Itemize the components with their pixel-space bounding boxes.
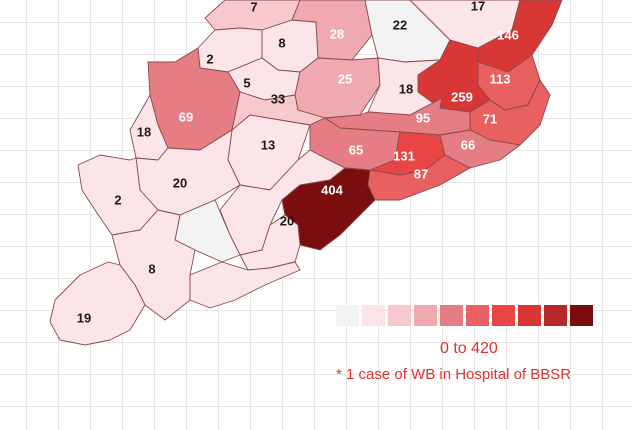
- district-label-khurda: 131: [393, 148, 415, 163]
- district-label-ganjam: 404: [321, 182, 343, 197]
- district-label-puri: 87: [414, 166, 428, 181]
- district-label-keonjhar-s: 18: [399, 81, 413, 96]
- district-label-deogarh: 25: [338, 71, 352, 86]
- district-label-jharsuguda: 2: [206, 51, 213, 66]
- district-deogarh[interactable]: [294, 57, 381, 119]
- legend-swatch-0: [336, 305, 359, 326]
- legend-range-label: 0 to 420: [440, 340, 498, 357]
- district-label-kendrapara: 71: [483, 111, 497, 126]
- district-label-rayagada: 8: [148, 261, 155, 276]
- district-label-dhenkanal: 95: [416, 110, 430, 125]
- legend-swatch-9: [570, 305, 593, 326]
- district-label-kandhamal: 20: [280, 213, 294, 228]
- color-legend: [336, 305, 593, 326]
- district-koraput[interactable]: [49, 261, 146, 346]
- district-label-mayurbhanj: 22: [393, 17, 407, 32]
- legend-swatch-1: [362, 305, 385, 326]
- legend-swatch-4: [440, 305, 463, 326]
- legend-swatch-6: [492, 305, 515, 326]
- district-label-subarnapur: 18: [137, 124, 151, 139]
- district-label-bargarh: 69: [179, 109, 193, 124]
- district-malkangiri[interactable]: [189, 261, 301, 309]
- district-label-jajpur: 259: [451, 89, 473, 104]
- legend-swatch-2: [388, 305, 411, 326]
- legend-swatch-7: [518, 305, 541, 326]
- district-label-jagatsinghpur: 66: [461, 137, 475, 152]
- legend-swatch-5: [466, 305, 489, 326]
- district-label-cuttack: 65: [349, 142, 363, 157]
- district-label-nuapada: 2: [114, 192, 121, 207]
- district-label-bhadrak: 113: [490, 71, 511, 86]
- district-label-sambalpur: 5: [243, 75, 250, 90]
- district-label-koraput: 19: [77, 310, 91, 325]
- district-label-boudh: 13: [261, 137, 275, 152]
- legend-swatch-8: [544, 305, 567, 326]
- legend-swatch-3: [414, 305, 437, 326]
- footnote-text: * 1 case of WB in Hospital of BBSR: [336, 366, 572, 383]
- district-label-balangir: 20: [173, 175, 187, 190]
- district-label-balasore: 146: [497, 27, 519, 42]
- district-label-nw-top: 7: [250, 0, 257, 14]
- district-label-angul: 33: [271, 91, 285, 106]
- district-label-balasore-n: 17: [471, 0, 485, 13]
- district-label-sundargarh: 8: [278, 35, 285, 50]
- district-label-keonjhar: 28: [330, 26, 344, 41]
